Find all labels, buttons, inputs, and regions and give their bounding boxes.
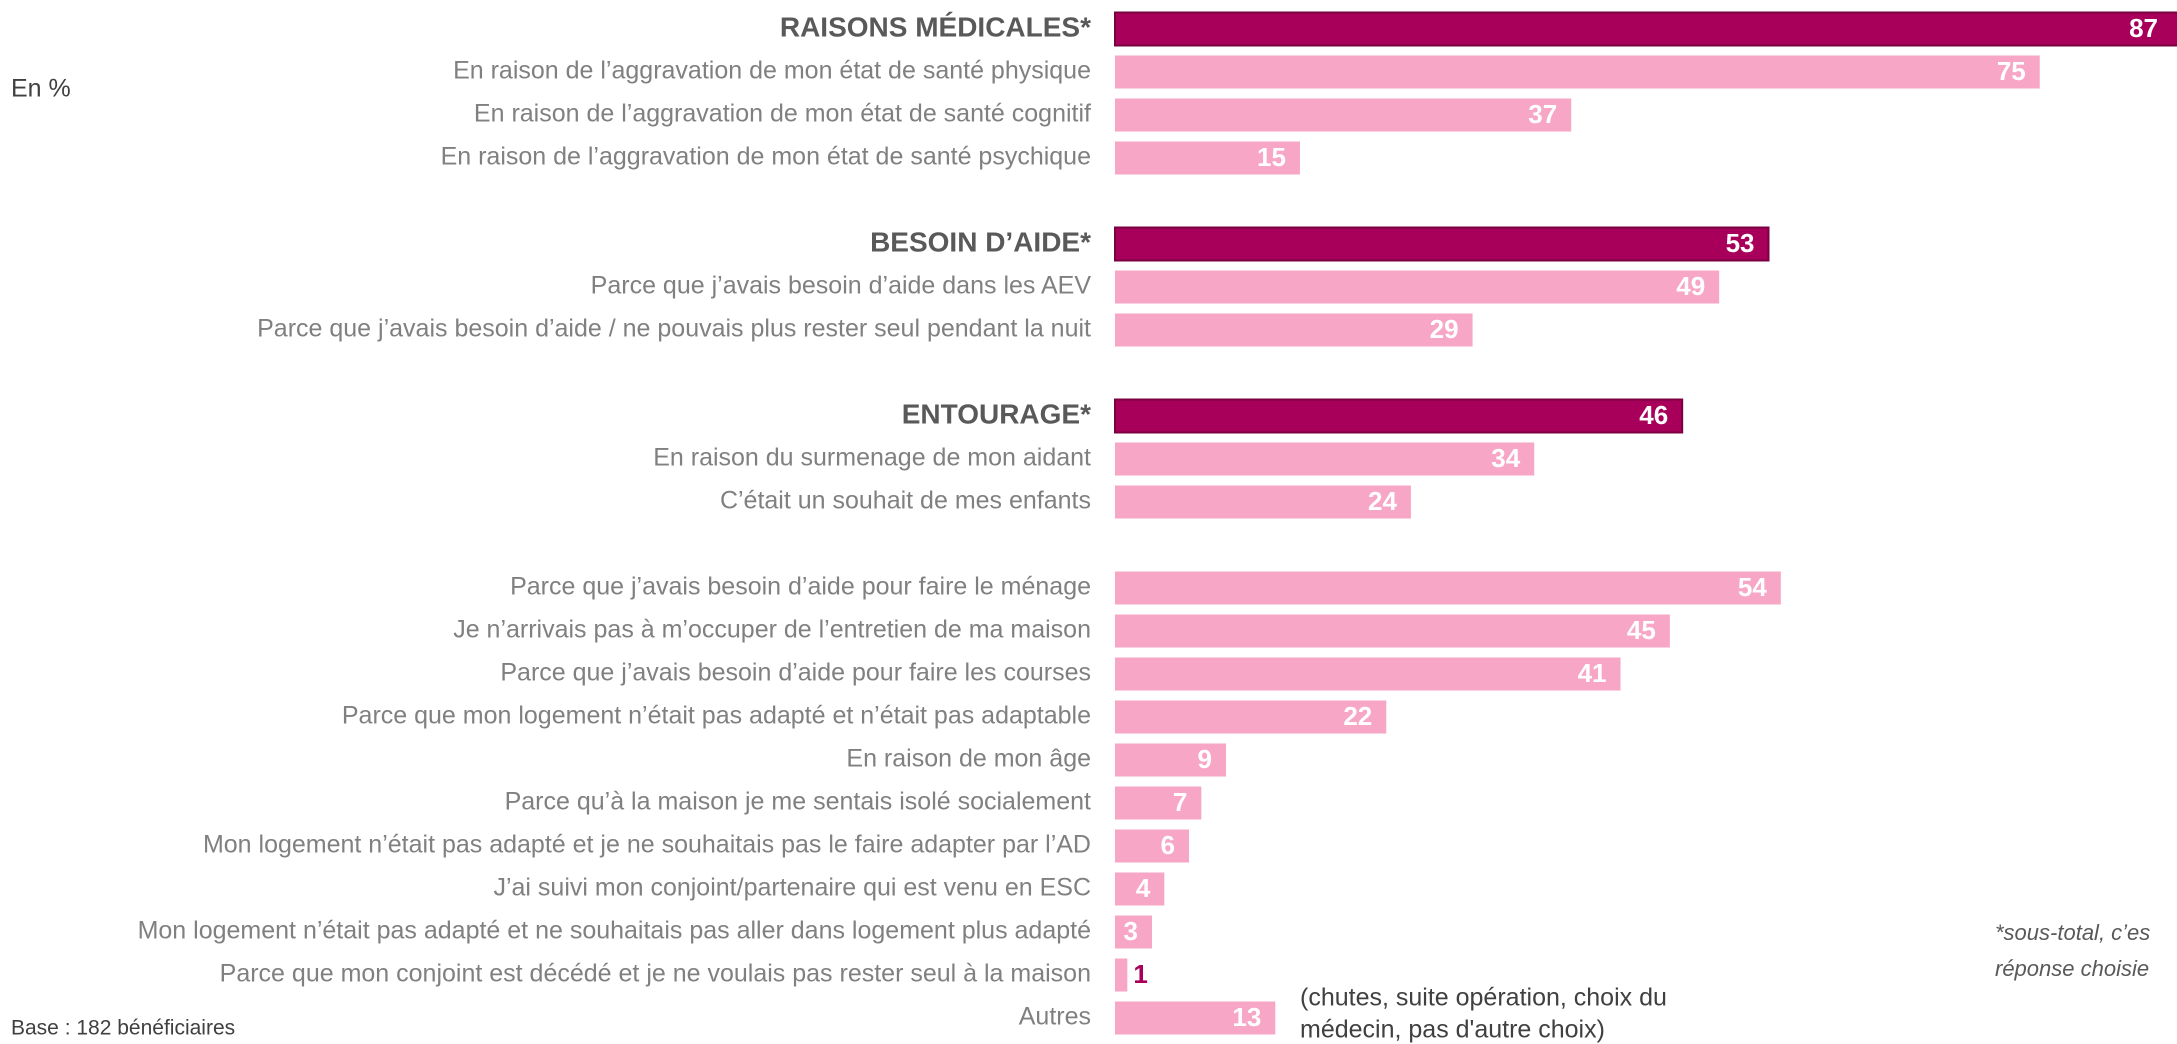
- category-label: En raison du surmenage de mon aidant: [653, 444, 1091, 472]
- category-label: En raison de l’aggravation de mon état d…: [474, 100, 1091, 128]
- bar: [1115, 442, 1535, 476]
- category-label: En raison de l’aggravation de mon état d…: [441, 143, 1091, 171]
- bar: [1115, 786, 1202, 820]
- category-label: Parce que j’avais besoin d’aide dans les…: [591, 272, 1092, 300]
- bar: [1115, 141, 1300, 175]
- bar: [1115, 485, 1411, 519]
- bar: [1115, 1001, 1276, 1035]
- footnote: réponse choisie: [1995, 956, 2149, 981]
- bar: [1114, 11, 2177, 47]
- value-label: 34: [1491, 443, 1520, 473]
- category-label: Parce que j’avais besoin d’aide / ne pou…: [257, 315, 1091, 343]
- value-label: 41: [1578, 658, 1607, 688]
- category-label: Parce que j’avais besoin d’aide pour fai…: [510, 573, 1091, 601]
- value-label: 9: [1198, 744, 1212, 774]
- category-label: En raison de mon âge: [846, 745, 1091, 773]
- bar: [1115, 98, 1572, 132]
- bar: [1114, 398, 1684, 434]
- category-label: BESOIN D’AIDE*: [870, 226, 1091, 257]
- value-label: 6: [1161, 830, 1175, 860]
- value-label: 4: [1136, 873, 1151, 903]
- bar: [1115, 700, 1387, 734]
- bar: [1115, 270, 1720, 304]
- bar: [1115, 872, 1165, 906]
- category-label: RAISONS MÉDICALES*: [780, 11, 1091, 42]
- category-label: J’ai suivi mon conjoint/partenaire qui e…: [493, 874, 1091, 902]
- value-label: 13: [1232, 1002, 1261, 1032]
- value-label: 15: [1257, 142, 1286, 172]
- value-label: 37: [1528, 99, 1557, 129]
- bar: [1115, 571, 1781, 605]
- category-label: Autres: [1019, 1003, 1091, 1031]
- value-label: 45: [1627, 615, 1656, 645]
- bar: [1115, 657, 1621, 691]
- value-label: 54: [1738, 572, 1767, 602]
- category-label: Je n’arrivais pas à m’occuper de l’entre…: [453, 616, 1091, 644]
- bar: [1115, 829, 1189, 863]
- category-label: En raison de l’aggravation de mon état d…: [453, 57, 1091, 85]
- category-label: Parce qu’à la maison je me sentais isolé…: [505, 788, 1091, 816]
- bar: [1115, 743, 1226, 777]
- bar: [1114, 226, 1770, 262]
- bar: [1115, 313, 1473, 347]
- value-label: 29: [1430, 314, 1459, 344]
- category-label: Parce que mon conjoint est décédé et je …: [220, 960, 1091, 988]
- bar: [1115, 915, 1152, 949]
- value-label: 75: [1997, 56, 2026, 86]
- value-label: 46: [1639, 400, 1668, 430]
- annotation: (chutes, suite opération, choix du: [1300, 984, 1667, 1012]
- category-label: Parce que j’avais besoin d’aide pour fai…: [500, 659, 1091, 687]
- value-label: 53: [1726, 228, 1755, 258]
- category-label: Parce que mon logement n’était pas adapt…: [342, 702, 1091, 730]
- category-label: Mon logement n’était pas adapté et je ne…: [203, 831, 1091, 859]
- value-label: 22: [1343, 701, 1372, 731]
- bar: [1115, 55, 2040, 89]
- category-label: Mon logement n’était pas adapté et ne so…: [138, 917, 1091, 945]
- annotation: médecin, pas d'autre choix): [1300, 1016, 1605, 1044]
- value-label: 87: [2129, 13, 2158, 43]
- value-label: 7: [1173, 787, 1187, 817]
- category-label: ENTOURAGE*: [902, 398, 1091, 429]
- value-label: 3: [1124, 916, 1138, 946]
- category-label: C’était un souhait de mes enfants: [720, 487, 1091, 515]
- bar: [1115, 614, 1670, 648]
- bar: [1115, 958, 1128, 992]
- value-label: 49: [1676, 271, 1705, 301]
- unit-label: En %: [11, 75, 71, 103]
- value-label: 1: [1133, 959, 1147, 989]
- footnote: *sous-total, c’es: [1995, 920, 2150, 945]
- base-note: Base : 182 bénéficiaires: [11, 1017, 235, 1040]
- value-label: 24: [1368, 486, 1397, 516]
